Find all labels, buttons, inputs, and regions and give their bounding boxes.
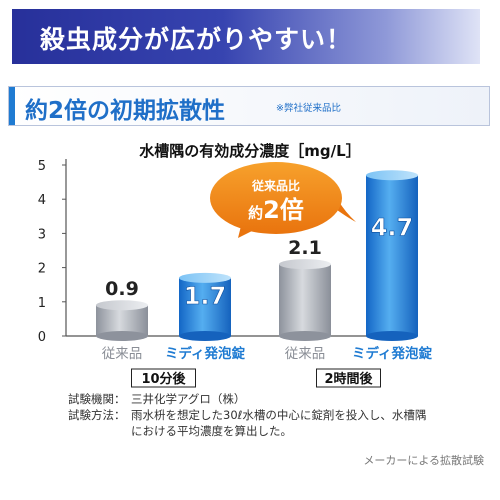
group-label-1: 10分後 — [131, 368, 196, 388]
category-label: 従来品 — [102, 346, 143, 362]
group-label-text: 2時間後 — [324, 371, 373, 387]
test-notes: 試験機関： 三井化学アグロ（株） 試験方法： 雨水枡を想定した30ℓ水槽の中心に… — [68, 391, 426, 439]
bar-bottom — [279, 331, 331, 341]
bar-4 — [366, 170, 418, 341]
subheading-accent-bar — [9, 87, 15, 125]
subheading-note: ※弊社従来品比 — [276, 103, 341, 114]
bar-3 — [279, 259, 331, 341]
note-organization: 試験機関： 三井化学アグロ（株） — [68, 392, 246, 406]
category-label: ミディ発泡錠 — [352, 345, 433, 362]
subheading-text: 約2倍の初期拡散性 — [25, 98, 226, 124]
bar-bottom — [366, 331, 418, 341]
note-method-cont: における平均濃度を算出した。 — [131, 424, 292, 438]
note-method: 試験方法： 雨水枡を想定した30ℓ水槽の中心に錠剤を投入し、水槽隅 — [68, 408, 427, 422]
bar-top — [96, 300, 148, 311]
bar-value-label: 0.9 — [105, 278, 139, 300]
y-tick-label: 0 — [38, 330, 46, 345]
bar-1 — [96, 300, 148, 341]
callout-line1: 従来品比 — [251, 178, 300, 193]
y-tick-label: 1 — [38, 296, 46, 311]
bar-body — [366, 175, 418, 336]
bar-body — [279, 264, 331, 336]
bar-top — [279, 259, 331, 270]
bar-top — [179, 272, 231, 283]
y-tick-label: 3 — [38, 227, 46, 242]
callout-bubble — [210, 162, 342, 234]
bar-2 — [179, 272, 231, 341]
bar-bottom — [96, 331, 148, 341]
category-label: ミディ発泡錠 — [165, 345, 246, 362]
category-label: 従来品 — [285, 346, 326, 362]
group-label-2: 2時間後 — [316, 368, 381, 388]
callout-line2: 約2倍 — [248, 196, 304, 224]
y-tick-label: 2 — [38, 262, 46, 277]
bar-body — [96, 305, 148, 336]
bar-value-label: 4.7 — [371, 213, 414, 241]
headline-text: 殺虫成分が広がりやすい！ — [40, 25, 353, 54]
bar-top — [366, 170, 418, 181]
y-tick-label: 5 — [38, 159, 46, 174]
group-label-text: 10分後 — [141, 371, 186, 387]
bar-body — [179, 277, 231, 336]
chart-title: 水槽隅の有効成分濃度［mg/L］ — [139, 142, 361, 160]
group-label-box — [131, 368, 196, 388]
bar-bottom — [179, 331, 231, 341]
subheading-box: 約2倍の初期拡散性 ※弊社従来品比 — [8, 86, 490, 126]
bar-value-label: 1.7 — [184, 282, 227, 310]
source-note: メーカーによる拡散試験 — [363, 454, 484, 467]
group-label-box — [316, 368, 381, 388]
y-tick-label: 4 — [38, 193, 46, 208]
bar-value-label: 2.1 — [288, 237, 322, 259]
headline-banner: 殺虫成分が広がりやすい！ — [12, 9, 480, 64]
